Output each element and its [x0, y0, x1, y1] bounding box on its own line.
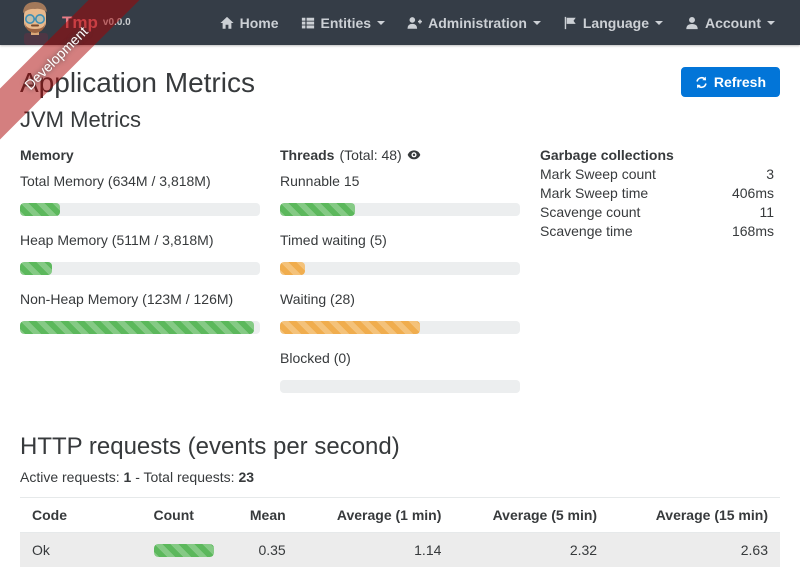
gc-row-marksweep-time: Mark Sweep time 406ms: [540, 184, 780, 203]
list-icon: [301, 17, 314, 28]
gc-row-scavenge-time: Scavenge time 168ms: [540, 222, 780, 241]
http-requests-heading: HTTP requests (events per second): [20, 433, 400, 461]
nav-item-label: Entities: [320, 14, 372, 31]
gc-row-marksweep-count: Mark Sweep count 3: [540, 165, 780, 184]
gc-value: 168ms: [731, 223, 774, 240]
chevron-down-icon: [532, 20, 541, 25]
timed-waiting-progressbar: [280, 262, 520, 276]
timed-waiting-label: Timed waiting (5): [280, 232, 387, 249]
nav-item-label: Account: [705, 14, 761, 31]
nonheap-memory-label: Non-Heap Memory (123M / 126M): [20, 291, 234, 308]
chevron-down-icon: [655, 20, 663, 25]
gc-value: 11: [759, 204, 774, 221]
nav-item-label: Language: [582, 14, 649, 31]
chevron-down-icon: [377, 20, 386, 25]
user-plus-icon: [407, 16, 423, 29]
eye-icon: [407, 150, 421, 160]
table-row: Ok 0.35 1.14 2.32 2.63: [20, 532, 780, 567]
threads-total: (Total: 48): [339, 147, 402, 164]
blocked-label: Blocked (0): [280, 350, 351, 367]
chevron-down-icon: [767, 20, 775, 25]
http-requests-table: Code Count Mean Average (1 min) Average …: [20, 497, 780, 567]
table-header-row: Code Count Mean Average (1 min) Average …: [20, 497, 780, 534]
threads-heading: Threads: [280, 147, 335, 164]
gc-label: Mark Sweep count: [540, 166, 656, 183]
user-icon: [686, 16, 698, 29]
gc-label: Scavenge count: [540, 204, 641, 221]
thread-dump-button[interactable]: [407, 149, 421, 161]
waiting-label: Waiting (28): [280, 291, 355, 308]
refresh-label: Refresh: [713, 74, 766, 90]
gc-label: Mark Sweep time: [540, 185, 649, 202]
count-progressbar: [153, 543, 214, 557]
flag-icon: [564, 16, 576, 29]
nonheap-memory-progressbar: [20, 321, 260, 335]
requests-summary: Active requests: 1 - Total requests: 23: [20, 469, 780, 485]
heap-memory-label: Heap Memory (511M / 3,818M): [20, 232, 214, 249]
brand-link[interactable]: Tmp v0.0.0: [14, 0, 131, 45]
nav-item-label: Home: [239, 14, 279, 31]
gc-value: 3: [766, 166, 774, 183]
blocked-progressbar: [280, 380, 520, 394]
jhipster-logo: [14, 0, 56, 45]
heap-memory-progressbar: [20, 262, 260, 276]
col-header-avg1: Average (1 min): [297, 497, 454, 534]
threads-column: Threads (Total: 48) Runnable 15 Timed wa…: [280, 145, 520, 407]
total-requests-value: 23: [238, 469, 255, 486]
runnable-progressbar: [280, 203, 520, 217]
navbar-menu: Home Entities Administration Language Ac…: [209, 7, 786, 39]
nav-item-administration[interactable]: Administration: [396, 7, 552, 39]
gc-value: 406ms: [731, 185, 774, 202]
total-requests-label: Total requests:: [143, 469, 235, 486]
summary-dash: -: [135, 469, 140, 486]
avg15-cell: 2.63: [740, 542, 768, 559]
col-header-mean: Mean: [225, 497, 298, 534]
avg5-cell: 2.32: [569, 542, 598, 559]
gc-label: Scavenge time: [540, 223, 633, 240]
total-memory-progressbar: [20, 203, 260, 217]
mean-cell: 0.35: [258, 542, 286, 559]
nav-item-language[interactable]: Language: [552, 7, 674, 39]
metrics-page: Application Metrics Refresh JVM Metrics …: [0, 67, 800, 567]
home-icon: [220, 16, 234, 29]
nav-item-home[interactable]: Home: [209, 7, 290, 39]
navbar: Tmp v0.0.0 Home Entities Administration …: [0, 0, 800, 45]
col-header-code: Code: [20, 497, 142, 534]
memory-column: Memory Total Memory (634M / 3,818M) Heap…: [20, 145, 260, 407]
memory-heading: Memory: [20, 147, 74, 164]
col-header-count: Count: [141, 497, 226, 534]
active-requests-label: Active requests:: [20, 469, 120, 486]
gc-row-scavenge-count: Scavenge count 11: [540, 203, 780, 222]
runnable-label: Runnable 15: [280, 173, 360, 190]
nav-item-label: Administration: [428, 14, 527, 31]
nav-item-entities[interactable]: Entities: [290, 7, 397, 39]
col-header-avg5: Average (5 min): [453, 497, 610, 534]
gc-heading: Garbage collections: [540, 147, 674, 164]
jvm-metrics-heading: JVM Metrics: [20, 107, 141, 133]
brand-version: v0.0.0: [102, 17, 131, 28]
nav-item-account[interactable]: Account: [674, 7, 786, 39]
col-header-avg15: Average (15 min): [609, 497, 780, 534]
waiting-progressbar: [280, 321, 520, 335]
refresh-icon: [696, 76, 707, 88]
code-cell: Ok: [32, 542, 50, 559]
refresh-button[interactable]: Refresh: [680, 67, 780, 97]
brand-title: Tmp: [62, 12, 98, 32]
active-requests-value: 1: [123, 469, 132, 486]
avg1-cell: 1.14: [414, 542, 442, 559]
gc-column: Garbage collections Mark Sweep count 3 M…: [540, 145, 780, 407]
total-memory-label: Total Memory (634M / 3,818M): [20, 173, 211, 190]
count-cell: [142, 533, 226, 567]
page-title: Application Metrics: [20, 67, 255, 98]
